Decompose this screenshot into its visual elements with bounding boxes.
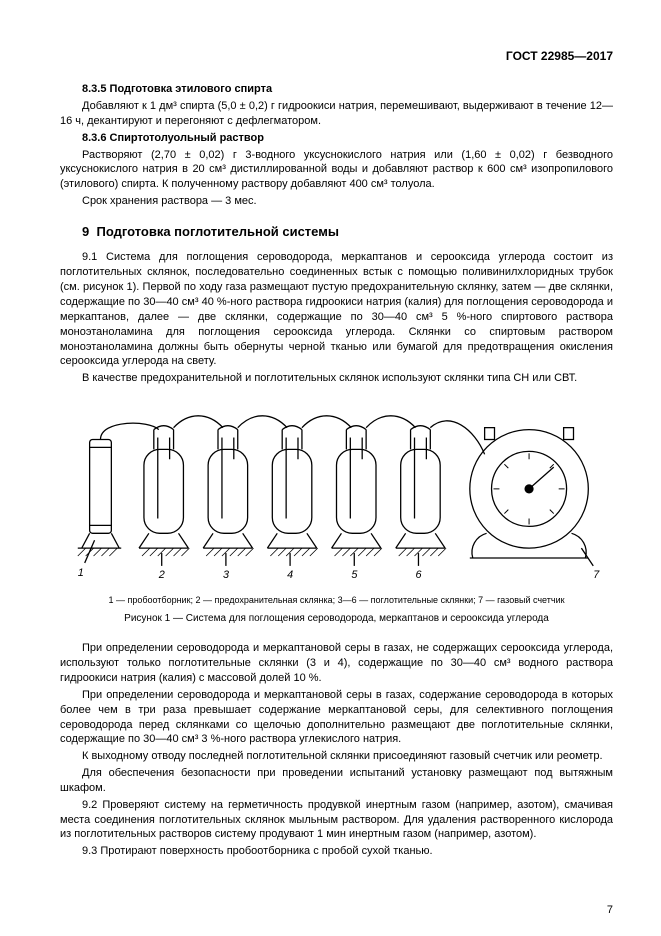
fig-label-1: 1 [78,567,84,579]
figure-legend: 1 — пробоотборник; 2 — предохранительная… [60,594,613,606]
p-after-1: При определении сероводорода и меркаптан… [60,641,613,686]
sec-9-heading: 9 Подготовка поглотительной системы [60,223,613,241]
fig-label-3: 3 [223,569,229,581]
fig-label-7: 7 [593,569,600,581]
fig-label-2: 2 [158,569,165,581]
p-9-2: 9.2 Проверяют систему на герметичность п… [60,798,613,843]
sec-8-3-6-num: 8.3.6 [82,132,106,144]
sec-8-3-5-body: Добавляют к 1 дм³ спирта (5,0 ± 0,2) г г… [60,99,613,129]
page-number: 7 [607,904,613,916]
p-after-2: При определении сероводорода и меркаптан… [60,688,613,747]
page-content: ГОСТ 22985—2017 8.3.5 Подготовка этилово… [0,0,661,881]
sec-8-3-5-head: 8.3.5 Подготовка этилового спирта [60,82,613,97]
figure-1: 1 2 3 4 5 6 7 [60,400,613,588]
sec-9-title: Подготовка поглотительной системы [96,224,339,239]
sec-8-3-5-title: Подготовка этилового спирта [110,83,273,95]
p-after-4: Для обеспечения безопасности при проведе… [60,766,613,796]
sec-8-3-6-title: Спиртотолуольный раствор [110,132,264,144]
fig-label-4: 4 [287,569,293,581]
sec-9-num: 9 [82,224,89,239]
sec-8-3-6-body1: Растворяют (2,70 ± 0,02) г 3-водного укс… [60,148,613,193]
sec-8-3-5-num: 8.3.5 [82,83,106,95]
doc-header: ГОСТ 22985—2017 [60,48,613,64]
p-9-1: 9.1 Система для поглощения сероводорода,… [60,250,613,369]
p-after-3: К выходному отводу последней поглотитель… [60,749,613,764]
p-9-1b: В качестве предохранительной и поглотите… [60,371,613,386]
fig-label-6: 6 [416,569,423,581]
figure-caption: Рисунок 1 — Система для поглощения серов… [60,612,613,626]
sec-8-3-6-head: 8.3.6 Спиртотолуольный раствор [60,131,613,146]
fig-label-5: 5 [351,569,358,581]
sec-8-3-6-body2: Срок хранения раствора — 3 мес. [60,194,613,209]
p-9-3: 9.3 Протирают поверхность пробоотборника… [60,844,613,859]
figure-1-svg: 1 2 3 4 5 6 7 [60,400,613,588]
